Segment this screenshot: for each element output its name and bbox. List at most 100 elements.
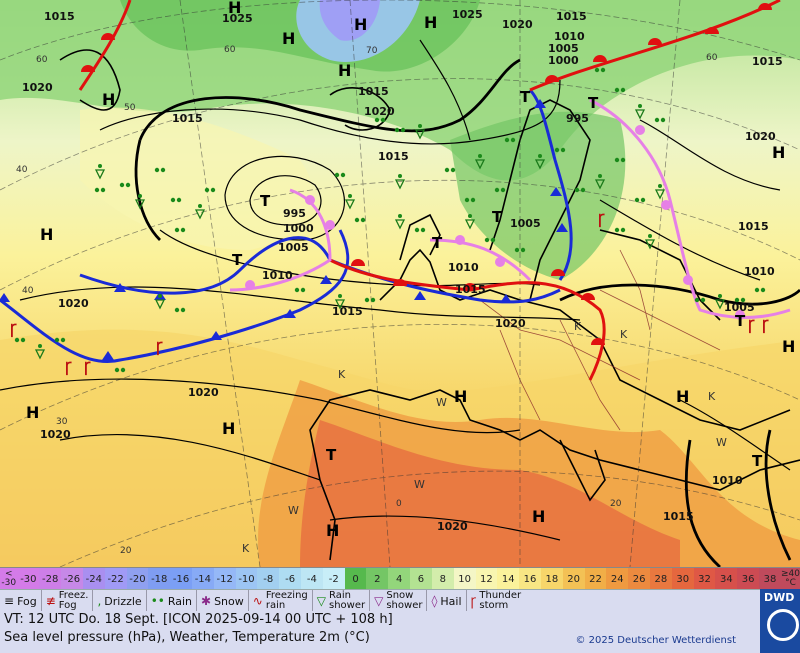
weather-mark: W [414,478,425,491]
pressure-label: 1020 [58,297,89,310]
high-pressure-center: H [532,507,545,526]
scale-cell: 28 [650,568,672,590]
rain-shower-symbol [414,124,426,140]
cold-front-triangle [210,331,222,340]
scale-cell: -16 [170,568,192,590]
thunderstorm-symbol: Ꞅ [598,212,605,228]
high-pressure-center: H [782,337,795,356]
thunderstorm-symbol: Ꞅ [762,318,769,334]
legend-label: Freezing [265,590,308,601]
scale-cell: 10 [453,568,476,590]
latitude-label: 60 [224,45,236,55]
pressure-label: 1020 [22,81,53,94]
warm-front-semicircle [463,283,477,290]
legend-freezing-rain: ∿ Freezing rain [249,590,313,612]
scale-cells: -30 -28 -26 -24 -22 -20 -18 -16 -14 -12 -10 -8 -6 -4-… [17,568,781,590]
pressure-label: 1020 [188,386,219,399]
rain-shower-symbol [534,154,546,170]
cold-front-triangle [534,99,546,108]
high-pressure-center: H [282,29,295,48]
occluded-front-marker [455,235,465,245]
latitude-label: 30 [56,417,68,427]
rain-symbol [654,117,666,123]
rain-shower-symbol [34,344,46,360]
rain-symbol [170,197,182,203]
warm-front-semicircle [545,75,559,82]
low-pressure-center: T [432,234,443,252]
scale-cell: 8 [431,568,454,590]
scale-cell: 4 [388,568,411,590]
legend-snow-shower: ▽ Snow shower [370,590,428,612]
latitude-label: 20 [610,499,622,509]
pressure-label: 1010 [262,269,293,282]
warm-front-semicircle [393,279,407,286]
rain-symbol [614,87,626,93]
legend-drizzle: , Drizzle [93,590,147,612]
pressure-systems: H H H H H H H H H H H H H H H T T T T T … [26,0,795,540]
scale-cell: -24 [82,568,105,590]
rain-shower-symbol [134,194,146,210]
rain-symbol [754,287,766,293]
legend-label: Rain [167,594,193,608]
legend-snow: ✱ Snow [197,590,249,612]
rain-symbol [354,217,366,223]
rain-shower-symbol [594,174,606,190]
scale-cell: -12 [213,568,236,590]
legend-hail: ◊ Hail [427,590,467,612]
pressure-label: 1020 [495,317,526,330]
scale-cell: 36 [737,568,760,590]
scale-cell: -18 [148,568,171,590]
rain-shower-symbol [194,204,206,220]
copyright: © 2025 Deutscher Wetterdienst [575,635,736,646]
legend-label-2: rain [265,600,286,611]
rain-symbol [514,247,526,253]
scale-cell: 18 [540,568,563,590]
rain-icon: •• [150,594,165,608]
scale-high-end: ≥40 °C [781,568,800,590]
pressure-label: 1000 [548,54,579,67]
legend-freezing-fog: ≢ Freez. Fog [42,590,94,612]
scale-cell: -30 [17,568,40,590]
latitude-label: 20 [120,546,132,556]
weather-mark: K [708,390,716,403]
scale-cell: 16 [519,568,541,590]
scale-cell: -20 [126,568,149,590]
isobars [0,39,791,541]
legend-thunderstorm: Ꞅ Thunder storm [467,590,526,612]
freezing-rain-icon: ∿ [252,594,263,608]
scale-cell: 26 [628,568,651,590]
rain-symbol [154,167,166,173]
rain-shower-symbol [644,234,656,250]
legend-label: Freez. [58,590,89,601]
pressure-labels: 1015 1025 1025 1020 1015 1015 1010 1005 … [22,8,783,533]
pressure-label: 1025 [222,12,253,25]
weather-mark: K [338,368,346,381]
legend-label-2: storm [479,600,509,611]
scale-cell: 0 [344,568,367,590]
occluded-front-marker [305,195,315,205]
pressure-label: 1025 [452,8,483,21]
rain-symbol [174,227,186,233]
scale-cell: -28 [39,568,62,590]
occluded-front-west [229,188,332,292]
pressure-label: 1015 [332,305,363,318]
pressure-label: 1020 [364,105,395,118]
high-pressure-center: H [676,387,689,406]
cold-front-triangle [320,275,332,284]
latitude-label: 60 [36,55,48,65]
low-pressure-center: T [326,446,337,464]
legend-label: Thunder [479,590,522,601]
warm-front-northwest [78,0,132,91]
latitude-labels: 60 60 70 50 40 40 30 20 0 20 60 [16,45,718,556]
cold-front-triangle [500,294,512,303]
warm-front-semicircle [81,65,95,72]
rain-shower-symbol [394,214,406,230]
pressure-label: 1005 [724,301,755,314]
high-pressure-center: H [40,225,53,244]
pressure-label: 1015 [172,112,203,125]
high-pressure-center: H [326,521,339,540]
temperature-scale: < -30 -30 -28 -26 -24 -22 -20 -18 -16 -14 -12 -10-… [0,567,800,590]
scale-low-top: < [4,569,13,579]
map-description: Sea level pressure (hPa), Weather, Tempe… [4,630,370,645]
